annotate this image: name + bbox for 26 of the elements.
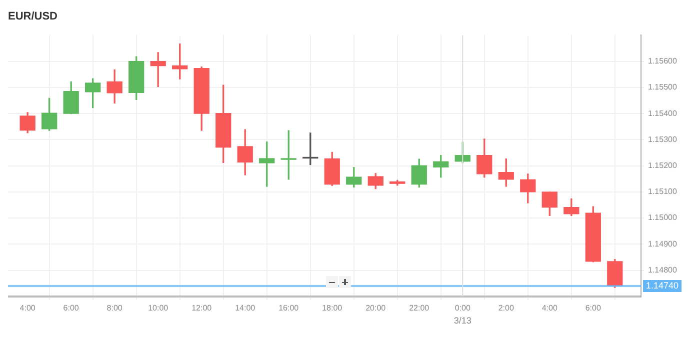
y-tick-label: 1.14800 (648, 265, 678, 274)
x-tick-label: 14:00 (235, 303, 256, 312)
x-tick-label: 8:00 (106, 303, 123, 312)
y-tick-label: 1.15400 (648, 108, 678, 118)
x-tick-label: 18:00 (322, 303, 343, 312)
y-tick-label: 1.15200 (648, 161, 678, 170)
ref-line-label: 3/13 (454, 315, 472, 326)
y-tick-label: 1.15300 (648, 134, 678, 144)
y-tick-label: 1.15500 (648, 82, 678, 92)
x-tick-label: 10:00 (148, 303, 169, 312)
ref-line-label: 1.14740 (646, 280, 679, 290)
x-tick-label: 6:00 (585, 303, 602, 312)
x-tick-label: 2:00 (498, 303, 514, 312)
y-tick-label: 1.15100 (648, 187, 678, 196)
y-tick-label: 1.14900 (648, 239, 678, 248)
x-tick-label: 12:00 (192, 303, 212, 312)
y-tick-label: 1.15600 (648, 56, 678, 66)
x-tick-label: 4:00 (542, 303, 558, 312)
x-tick-label: 0:00 (454, 303, 471, 312)
x-tick-label: 4:00 (20, 303, 36, 312)
y-tick-label: 1.15000 (648, 213, 678, 222)
chart-title: EUR/USD (8, 10, 58, 23)
x-tick-label: 6:00 (63, 303, 80, 312)
x-tick-label: 16:00 (278, 303, 300, 312)
x-tick-label: 22:00 (409, 303, 430, 312)
x-tick-label: 20:00 (366, 303, 386, 312)
